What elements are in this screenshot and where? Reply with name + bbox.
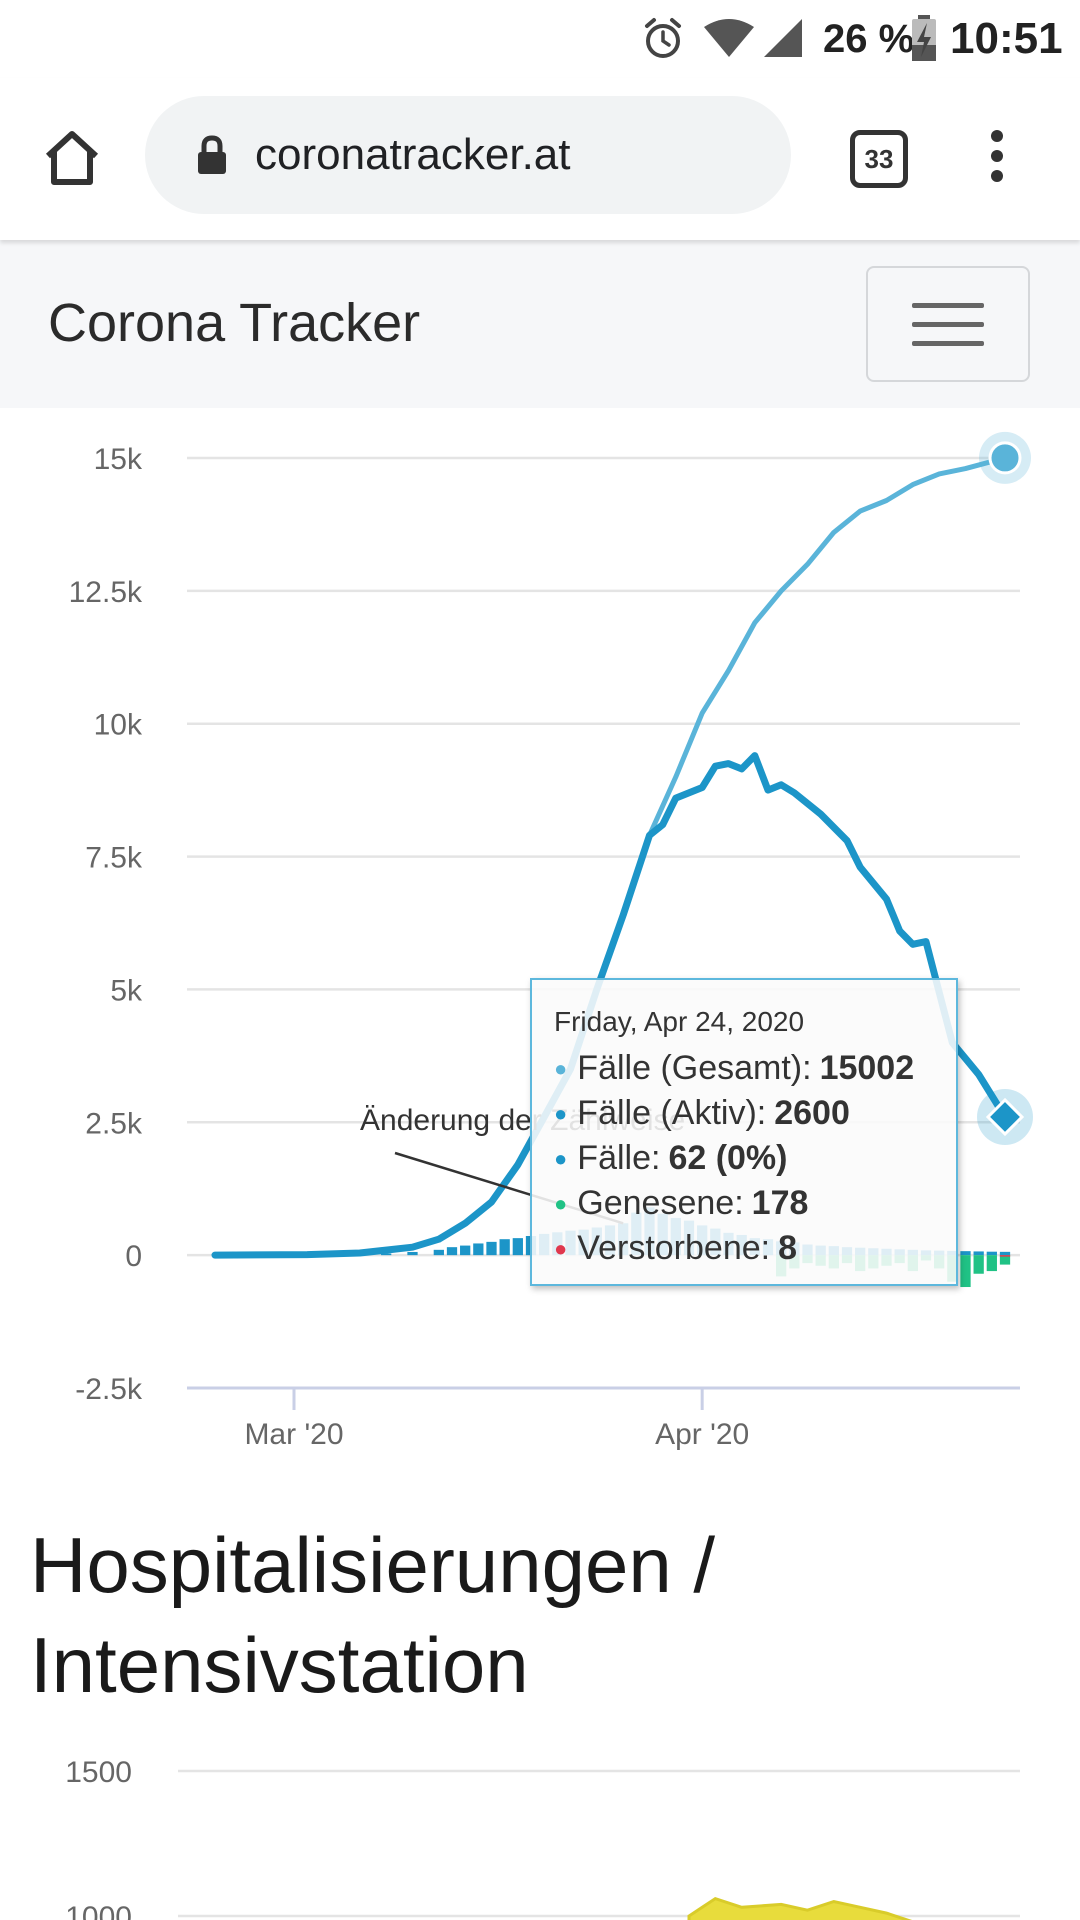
wifi-icon (702, 0, 756, 78)
tooltip-row: ● Fälle (Aktiv): 2600 (554, 1091, 956, 1136)
x-tick-label: Mar '20 (244, 1418, 343, 1451)
tabs-icon[interactable]: 33 (850, 130, 908, 188)
section-title: Hospitalisierungen / Intensivstation (30, 1521, 716, 1709)
chart-tooltip: Friday, Apr 24, 2020 ● Fälle (Gesamt): 15… (530, 978, 958, 1286)
bar-genesene (973, 1255, 984, 1274)
browser-toolbar: coronatracker.at 33 (0, 78, 1080, 240)
y-tick-label: 12.5k (69, 576, 143, 609)
lock-icon (195, 135, 229, 175)
bar-genesene (960, 1255, 971, 1288)
tooltip-label: Fälle: (577, 1139, 661, 1177)
y-tick-label: 0 (125, 1240, 142, 1273)
y-tick-label: -2.5k (75, 1373, 143, 1406)
bar-flle (499, 1239, 510, 1256)
tooltip-value: 62 (0%) (668, 1139, 788, 1177)
clock: 10:51 (950, 14, 1063, 63)
tooltip-label: Verstorbene: (577, 1229, 771, 1267)
tooltip-value: 178 (751, 1184, 809, 1222)
alarm-icon (640, 0, 686, 78)
y-tick-label: 1500 (65, 1756, 132, 1789)
hamburger-icon[interactable] (866, 266, 1030, 382)
tooltip-label: Genesene: (577, 1184, 744, 1222)
y-tick-label: 5k (110, 974, 143, 1007)
bar-flle (473, 1243, 484, 1256)
series-line (211, 752, 1009, 1259)
tooltip-label: Fälle (Aktiv): (577, 1094, 767, 1132)
bar-genesene (999, 1255, 1011, 1265)
address-bar[interactable]: coronatracker.at (145, 96, 791, 214)
aktiv-marker (985, 1097, 1025, 1137)
y-tick-label: 2.5k (85, 1107, 143, 1140)
bar-verstorbene (999, 1255, 1011, 1257)
menu-dots-icon[interactable] (985, 128, 1009, 189)
site-navbar: Corona Tracker (0, 240, 1080, 408)
y-tick-label: 1000 (65, 1901, 132, 1920)
bar-flle (433, 1249, 444, 1256)
hospital-chart[interactable]: 1500 1000 (0, 1740, 1080, 1920)
tooltip-value: 2600 (774, 1094, 850, 1132)
x-tick-label: Apr '20 (655, 1418, 749, 1451)
legend-dot-icon: ● (554, 1055, 568, 1081)
brand-title[interactable]: Corona Tracker (48, 293, 421, 353)
y-tick-label: 15k (94, 443, 143, 476)
battery-percent: 26 % (823, 16, 915, 61)
status-bar: 26 % 10:51 (0, 0, 1080, 78)
bar-flle (486, 1241, 497, 1256)
hospital-area (687, 1896, 913, 1920)
bar-genesene (986, 1255, 997, 1272)
bar-flle (986, 1251, 997, 1256)
home-icon[interactable] (40, 126, 104, 195)
bar-flle (446, 1247, 458, 1256)
gesamt-marker (988, 441, 1022, 475)
legend-dot-icon: ● (554, 1100, 568, 1126)
tooltip-date: Friday, Apr 24, 2020 (554, 1006, 805, 1037)
battery-charging-icon (910, 0, 938, 78)
bar-flle (512, 1238, 523, 1256)
legend-dot-icon: ● (554, 1235, 568, 1261)
bar-flle (960, 1251, 971, 1256)
tooltip-row: ● Genesene: 178 (554, 1181, 956, 1226)
url-text: coronatracker.at (255, 130, 571, 179)
bar-flle (460, 1245, 471, 1256)
bar-flle (999, 1251, 1011, 1256)
tooltip-value: 8 (778, 1229, 798, 1267)
bar-flle (407, 1251, 418, 1256)
tooltip-row: ● Fälle: 62 (0%) (554, 1136, 956, 1181)
legend-dot-icon: ● (554, 1190, 568, 1216)
tooltip-row: ● Verstorbene: 8 (554, 1226, 956, 1271)
y-tick-label: 10k (94, 709, 143, 742)
signal-icon (760, 0, 806, 78)
tooltip-label: Fälle (Gesamt): (577, 1049, 812, 1087)
bar-flle (973, 1251, 984, 1256)
tooltip-row: ● Fälle (Gesamt): 15002 (554, 1046, 956, 1091)
tooltip-value: 15002 (819, 1049, 915, 1087)
y-tick-label: 7.5k (85, 842, 143, 875)
bar-flle (381, 1253, 392, 1256)
legend-dot-icon: ● (554, 1145, 568, 1171)
